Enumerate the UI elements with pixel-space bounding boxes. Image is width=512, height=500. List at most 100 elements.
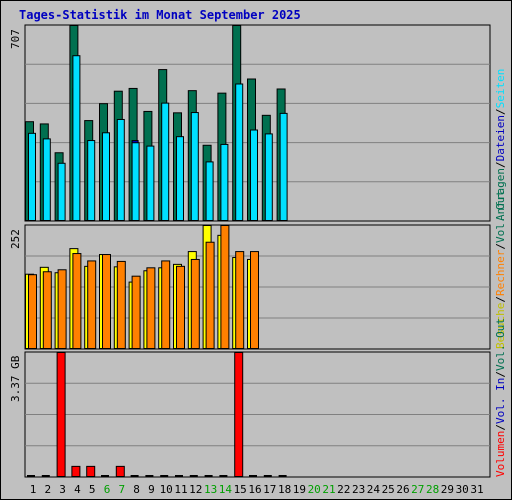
- volume-volumen-bar: [249, 475, 257, 477]
- day-label: 25: [382, 483, 395, 496]
- visits-kb-rechner-bar: [190, 258, 200, 350]
- day-label: 28: [426, 483, 439, 496]
- visits-kb-rechner-bar: [220, 225, 230, 349]
- volume-volumen-bar: [86, 465, 96, 478]
- day-label: 27: [411, 483, 424, 496]
- hits-pages-seiten-bar: [205, 161, 214, 222]
- volume-volumen-bar: [27, 475, 35, 477]
- volume-volumen-bar: [175, 475, 183, 477]
- day-label: 3: [59, 483, 66, 496]
- day-label: 19: [293, 483, 306, 496]
- day-label: 22: [337, 483, 350, 496]
- legend-entry: /: [494, 243, 507, 250]
- hits-pages-seiten-bar: [279, 112, 288, 221]
- volume-legend: Volumen/Vol. In/Vol. Out: [494, 318, 507, 477]
- day-label: 4: [74, 483, 81, 496]
- volume-volumen-bar: [263, 475, 272, 477]
- legend-entry: Vol. In: [494, 377, 507, 425]
- hits-pages-seiten-bar: [131, 142, 140, 222]
- day-label: 2: [44, 483, 51, 496]
- visits-kb-rechner-bar: [131, 275, 141, 349]
- visits-kb-rechner-bar: [146, 267, 156, 350]
- visits-kb-rechner-bar: [42, 271, 52, 349]
- visits-kb-rechner-bar: [250, 251, 259, 349]
- hits-pages-seiten-bar: [102, 132, 110, 221]
- volume-volumen-bar: [278, 475, 287, 477]
- volume-volumen-bar: [56, 352, 66, 477]
- legend-entry: Vol. Out: [494, 190, 507, 244]
- chart-title: Tages-Statistik im Monat September 2025: [19, 8, 301, 22]
- visits-kb-rechner-bar: [205, 241, 215, 350]
- visits-kb-rechner-bar: [102, 254, 111, 350]
- day-label: 10: [160, 483, 173, 496]
- day-label: 15: [234, 483, 247, 496]
- volume-volumen-bar: [234, 352, 244, 477]
- volume-volumen-bar: [115, 465, 125, 478]
- hits-pages-ymax-label: 707: [9, 28, 22, 49]
- day-label: 8: [133, 483, 140, 496]
- hits-pages-seiten-bar: [161, 102, 170, 221]
- day-label: 26: [396, 483, 409, 496]
- day-label: 24: [367, 483, 381, 496]
- day-label: 20: [308, 483, 321, 496]
- hits-pages-seiten-bar: [264, 133, 273, 221]
- legend-entry: /: [494, 371, 507, 378]
- volume-volumen-bar: [71, 465, 81, 478]
- volume-volumen-bar: [130, 475, 139, 477]
- day-label: 21: [322, 483, 335, 496]
- visits-kb-rechner-bar: [235, 251, 245, 349]
- visits-kb-rechner-bar: [57, 269, 67, 349]
- day-label: 29: [441, 483, 454, 496]
- visits-kb-ymax-label: 252: [9, 228, 22, 249]
- legend-entry: /: [494, 296, 507, 303]
- hits-pages-seiten-bar: [146, 145, 155, 221]
- day-label: 6: [104, 483, 111, 496]
- hits-pages-seiten-bar: [42, 138, 51, 221]
- volume-volumen-bar: [101, 475, 109, 477]
- hits-pages-seiten-bar: [72, 55, 81, 222]
- volume-volumen-bar: [160, 475, 169, 477]
- volume-volumen-bar: [189, 475, 198, 477]
- day-label: 14: [219, 483, 233, 496]
- volume-volumen-bar: [145, 475, 154, 477]
- day-label: 12: [189, 483, 202, 496]
- visits-kb-rechner-bar: [87, 260, 97, 349]
- day-label: 1: [30, 483, 37, 496]
- legend-entry: Dateien: [494, 115, 507, 162]
- legend-entry: Rechner: [494, 249, 507, 297]
- legend-entry: Volumen: [494, 430, 507, 477]
- hits-pages-seiten-bar: [57, 162, 66, 222]
- day-label: 5: [89, 483, 96, 496]
- day-label: 9: [148, 483, 155, 496]
- day-label: 11: [174, 483, 187, 496]
- hits-pages-seiten-bar: [235, 83, 244, 221]
- hits-pages-seiten-bar: [250, 129, 258, 221]
- hits-pages-seiten-bar: [28, 132, 36, 221]
- hits-pages-seiten-bar: [116, 118, 125, 221]
- hits-pages-seiten-bar: [87, 140, 96, 221]
- legend-entry: /: [494, 108, 507, 116]
- volume-ymax-label: 3.37 GB: [9, 355, 22, 403]
- day-label: 23: [352, 483, 365, 496]
- hits-pages-seiten-bar: [190, 112, 199, 221]
- hits-pages-seiten-bar: [220, 143, 229, 221]
- day-label: 13: [204, 483, 217, 496]
- day-label: 18: [278, 483, 291, 496]
- visits-kb-rechner-bar: [161, 260, 171, 349]
- visits-kb-rechner-bar: [176, 265, 185, 350]
- legend-entry: Seiten: [494, 68, 507, 109]
- volume-volumen-bar: [219, 475, 228, 477]
- day-label: 17: [263, 483, 276, 496]
- day-label: 16: [248, 483, 261, 496]
- volume-volumen-bar: [41, 475, 50, 477]
- day-label: 7: [118, 483, 125, 496]
- visits-kb-rechner-bar: [72, 253, 82, 349]
- volume-volumen-bar: [204, 475, 213, 477]
- visits-kb-rechner-bar: [28, 274, 37, 350]
- legend-entry: /: [494, 161, 507, 169]
- visits-kb-rechner-bar: [116, 260, 126, 349]
- day-label: 30: [456, 483, 469, 496]
- legend-entry: Vol. Out: [494, 318, 507, 372]
- day-label: 31: [470, 483, 483, 496]
